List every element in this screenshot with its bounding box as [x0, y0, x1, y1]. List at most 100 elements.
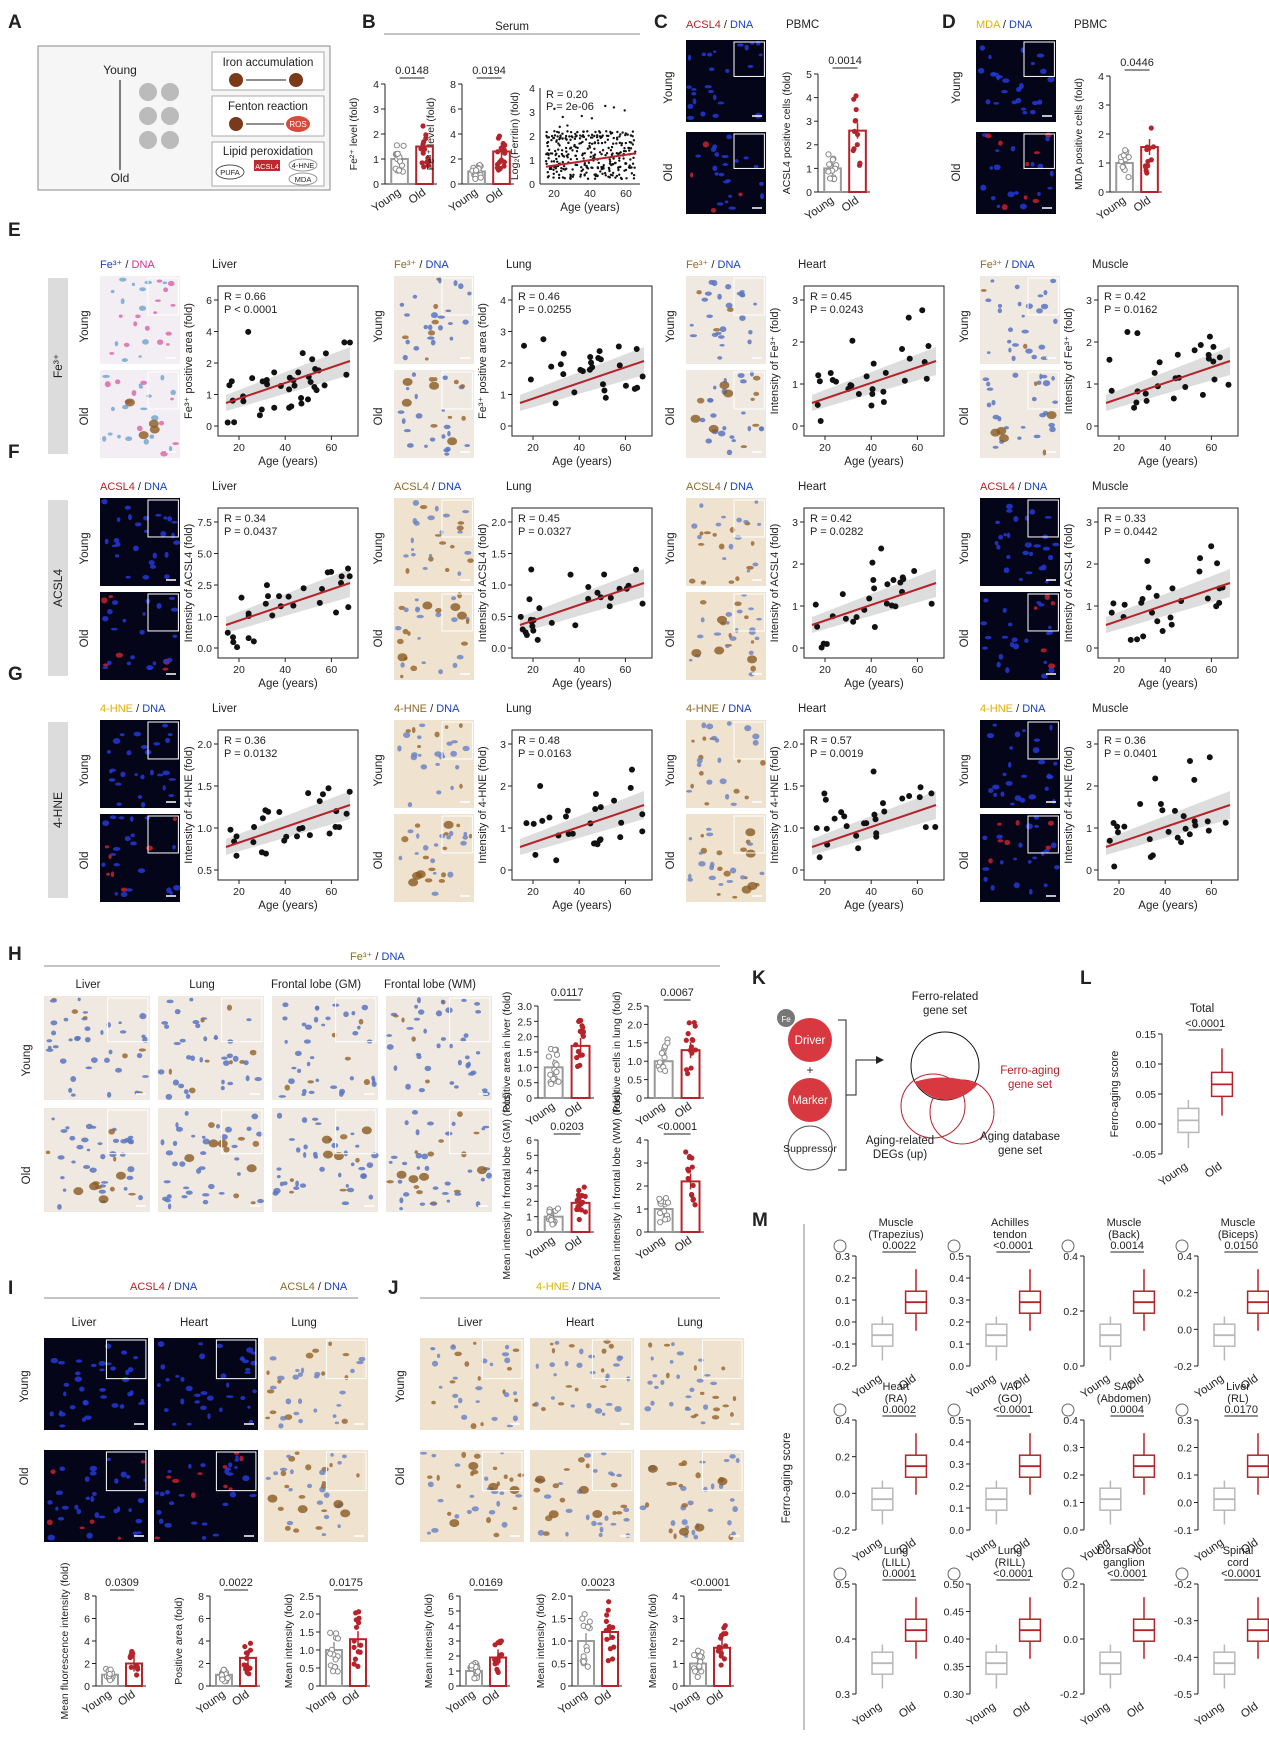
- cell: [307, 1080, 314, 1084]
- cell: [712, 113, 719, 118]
- cell: [1011, 637, 1018, 643]
- cell: [741, 411, 746, 415]
- cell: [59, 1466, 66, 1472]
- data-point: [683, 1037, 689, 1043]
- cell: [106, 1457, 112, 1462]
- cell: [204, 1059, 210, 1063]
- data-point: [578, 1200, 585, 1206]
- cell: [412, 294, 418, 299]
- cell: [509, 1477, 514, 1482]
- cell: [605, 1402, 613, 1406]
- stained-cell: [488, 1482, 499, 1491]
- cell: [226, 1004, 233, 1011]
- cell: [752, 562, 759, 567]
- tissue-name: Muscle: [1221, 1217, 1256, 1229]
- cell: [760, 759, 766, 766]
- cell: [156, 339, 164, 345]
- cell: [215, 1343, 223, 1349]
- cell: [298, 1494, 306, 1499]
- cell: [320, 1483, 327, 1489]
- cell: [415, 1152, 422, 1159]
- r-value: R = 0.33: [1104, 513, 1146, 525]
- data-point: [546, 814, 553, 821]
- tick-label: 1.0: [551, 1636, 566, 1648]
- cell: [165, 1377, 170, 1382]
- micrograph-bg: [100, 498, 180, 586]
- stained-cell: [714, 646, 725, 655]
- data-point: [923, 375, 930, 382]
- inset-box: [221, 1109, 263, 1155]
- cell: [102, 820, 110, 826]
- cell: [1047, 76, 1055, 83]
- stained-cell: [717, 615, 728, 624]
- data-point: [632, 156, 635, 160]
- p-value: P = 0.0442: [1104, 526, 1157, 538]
- cell: [458, 1397, 463, 1404]
- tick-label: 0: [206, 421, 212, 433]
- cell: [1001, 204, 1008, 211]
- cell: [123, 342, 130, 348]
- tick-label: 20: [1113, 886, 1125, 898]
- cell: [444, 1181, 451, 1186]
- cell: [709, 864, 715, 871]
- y-axis-label: Mean intensity in frontal lobe (GM) (fol…: [501, 1092, 513, 1279]
- tick-label: 40: [279, 886, 291, 898]
- inset-box: [701, 1339, 743, 1380]
- cell: [728, 580, 735, 584]
- tick-label: 20: [819, 664, 831, 676]
- cell: [542, 1531, 550, 1536]
- tick-label: 0.40: [944, 1634, 965, 1646]
- cell: [130, 655, 135, 660]
- data-point: [565, 150, 568, 153]
- stained-cell: [208, 1139, 219, 1148]
- tick-label: 0: [526, 1227, 532, 1239]
- regression-line: [811, 360, 937, 404]
- cell: [449, 1043, 453, 1049]
- tick-label: 4: [448, 1621, 454, 1633]
- cell: [170, 304, 176, 307]
- micrograph: [100, 592, 180, 680]
- data-point: [578, 1017, 584, 1024]
- tick-label: 0: [84, 1681, 90, 1693]
- tick-label: 0.2: [1063, 1470, 1078, 1482]
- cell: [319, 1166, 325, 1172]
- data-point: [1122, 147, 1129, 154]
- cell: [165, 331, 172, 336]
- data-point: [250, 839, 257, 846]
- data-point: [582, 130, 585, 133]
- data-point: [523, 820, 530, 827]
- tick-label: 1.0: [783, 823, 798, 835]
- tissue-label: Muscle: [1092, 703, 1128, 715]
- data-point: [586, 177, 590, 180]
- cell: [100, 1181, 109, 1184]
- cell: [170, 389, 176, 396]
- cell: [361, 1004, 369, 1011]
- y-axis-label: Intensity of 4-HNE (fold): [1063, 746, 1075, 863]
- cell: [411, 552, 416, 557]
- cell: [570, 1404, 575, 1408]
- data-point: [564, 807, 571, 814]
- cell: [419, 1202, 426, 1206]
- data-point: [341, 339, 348, 346]
- data-point: [548, 619, 555, 626]
- data-point: [928, 600, 935, 607]
- cell: [473, 1341, 477, 1345]
- data-point: [633, 345, 640, 352]
- cell: [118, 1021, 122, 1025]
- data-point: [549, 1221, 556, 1228]
- cell: [50, 1020, 58, 1026]
- data-point: [582, 1209, 589, 1215]
- cell: [392, 1014, 399, 1018]
- tick-label: 3: [448, 1636, 454, 1648]
- p-value: 0.0170: [1224, 1404, 1258, 1416]
- cell: [725, 612, 733, 617]
- cell: [610, 1482, 618, 1488]
- tick-label: 0.0: [949, 1361, 964, 1373]
- cell: [563, 1468, 570, 1471]
- row-label-bg: [48, 722, 68, 898]
- data-point: [620, 144, 623, 147]
- data-point: [595, 135, 599, 139]
- cell: [444, 567, 450, 573]
- tick-label: 0: [1098, 187, 1104, 199]
- cell: [284, 1484, 290, 1489]
